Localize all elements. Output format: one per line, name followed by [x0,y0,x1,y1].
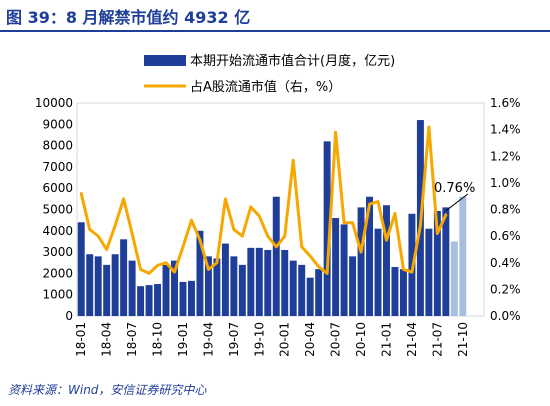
chart-annotation: 0.76% [434,181,475,212]
bar [340,224,348,316]
legend-label-line: 占A股流通市值（右，%） [190,79,341,95]
y-left-tick-label: 8000 [42,139,73,153]
x-tick-label: 18-07 [125,322,139,357]
bar [357,207,365,316]
line-series-path [79,125,448,275]
y-right-tick-label: 1.2% [490,149,521,163]
bar [264,249,272,316]
bar [137,286,145,316]
y-left-tick-label: 4000 [42,224,73,238]
bar [120,239,128,316]
x-tick-label: 21-01 [379,322,393,357]
bar [366,196,373,316]
x-tick-label: 20-04 [303,322,317,357]
bar [272,196,280,316]
bar [213,258,221,316]
bar [323,141,331,316]
chart-legend: 本期开始流通市值合计(月度，亿元) 占A股流通市值（右，%） [144,53,395,95]
y-right-tick-label: 0.8% [490,203,521,217]
bar [349,256,357,316]
bar [459,196,467,316]
bar [128,260,136,316]
x-tick-label: 18-10 [151,322,165,357]
bar [399,269,407,316]
bar [94,256,102,316]
y-right-tick-label: 0.0% [490,309,521,323]
x-tick-label: 21-10 [456,322,470,357]
bar [433,210,441,316]
legend-swatch-bar [144,55,186,66]
y-left-tick-label: 9000 [42,117,73,131]
bar [145,285,153,316]
y-left-tick-label: 7000 [42,160,73,174]
bar [281,249,289,316]
y-right-tick-label: 1.6% [490,96,521,110]
y-left-tick-label: 10000 [35,96,73,110]
bar [221,243,229,316]
bar [171,260,178,316]
bar [315,269,323,316]
x-tick-label: 21-07 [430,322,444,357]
bar [247,247,255,316]
y-left-tick-label: 5000 [42,203,73,217]
bar [196,230,204,316]
chart-axes: 0 1000 2000 3000 4000 5000 6000 7000 8000 9000 100… [35,96,521,357]
bar [86,254,94,316]
bar [162,264,170,316]
y-left-tick-label: 1000 [42,288,73,302]
x-tick-label: 18-01 [74,322,88,357]
source-note: 资料来源：Wind，安信证券研究中心 [8,383,207,397]
x-tick-label: 20-07 [329,322,343,357]
legend-label-bar: 本期开始流通市值合计(月度，亿元) [190,53,395,69]
x-tick-label: 20-10 [354,322,368,357]
bar [230,256,238,316]
y-right-tick-label: 1.0% [490,176,521,190]
y-right-tick-label: 1.4% [490,123,521,137]
bar [187,280,195,316]
annotation-leader-line [445,193,469,212]
bar [306,277,314,316]
x-tick-label: 19-07 [227,322,241,357]
bar [103,264,111,316]
x-tick-label: 20-01 [278,322,292,357]
y-left-tick-label: 3000 [42,245,73,259]
annotation-label: 0.76% [434,181,475,196]
bar-series [77,120,467,316]
y-right-tick-label: 0.6% [490,229,521,243]
bar [298,264,306,316]
bar [154,284,162,316]
x-tick-label: 19-04 [201,322,215,357]
bar [238,264,246,316]
bar [111,254,119,316]
y-right-tick-label: 0.2% [490,282,521,296]
bar [442,207,450,316]
title-divider [0,30,550,32]
line-series [79,125,448,275]
figure-title: 图 39：8 月解禁市值约 4932 亿 [6,8,251,27]
x-tick-label: 19-01 [176,322,190,357]
y-left-tick-label: 6000 [42,181,73,195]
bar [289,260,297,316]
chart-frame [76,102,485,317]
x-tick-label: 19-10 [252,322,266,357]
bar [450,241,458,316]
bar [179,281,187,316]
bar [383,205,390,316]
bar [374,228,382,316]
bar [77,222,85,316]
y-left-tick-label: 2000 [42,266,73,280]
bar [204,256,212,316]
y-left-tick-label: 0 [65,309,73,323]
bar [255,247,263,316]
x-tick-label: 21-04 [405,322,419,357]
bar [425,228,433,316]
bar [391,267,399,316]
bar [332,218,340,316]
y-right-tick-label: 0.4% [490,256,521,270]
plot-area-border [76,102,485,317]
x-tick-label: 18-04 [100,322,114,357]
